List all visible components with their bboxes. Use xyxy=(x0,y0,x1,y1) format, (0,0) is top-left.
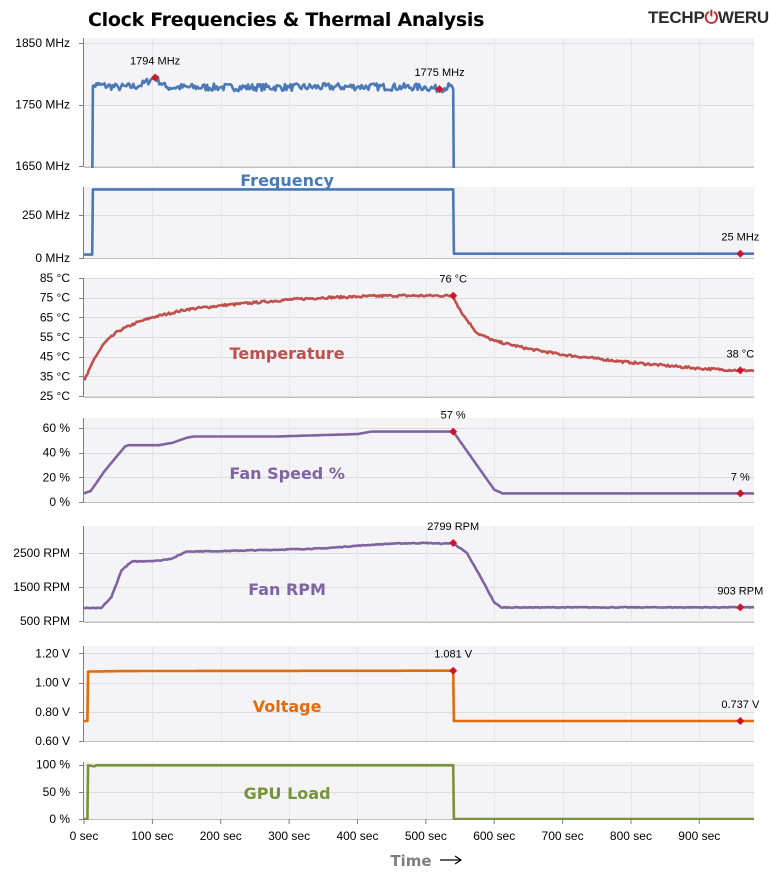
temperature-ytick-label: 55 °C xyxy=(40,330,70,344)
brand-logo-text-end: WERUP xyxy=(717,8,769,27)
frequency-high-ytick-label: 1650 MHz xyxy=(15,159,70,173)
fan-speed-annotation-label: 57 % xyxy=(441,410,466,422)
frequency-high-annotation-marker xyxy=(151,73,160,82)
frequency-high-panel-bg xyxy=(84,38,754,167)
power-icon: ⏻ xyxy=(704,8,718,27)
temperature-ytick-label: 85 °C xyxy=(40,271,70,285)
frequency-high-annotation-label: 1775 MHz xyxy=(414,67,464,79)
x-tick-label: 600 sec xyxy=(473,829,515,843)
fan-speed-annotation-marker xyxy=(449,427,458,436)
fan-rpm-annotation-label: 2799 RPM xyxy=(427,521,479,533)
x-axis-arrowhead-icon xyxy=(454,855,463,865)
temperature-series-line xyxy=(84,293,755,381)
x-tick-label: 0 sec xyxy=(70,829,99,843)
frequency-low-panel-bg xyxy=(84,187,754,258)
voltage-ytick-label: 0.80 V xyxy=(35,705,70,719)
x-axis-title: Time xyxy=(390,852,431,870)
fan-speed-ytick-label: 20 % xyxy=(43,470,71,484)
voltage-annotation-marker xyxy=(449,666,458,675)
fan-rpm-ytick-label: 2500 RPM xyxy=(13,546,70,560)
fan-speed-ytick-label: 40 % xyxy=(43,446,71,460)
voltage-series-line xyxy=(84,669,754,723)
voltage-ytick-label: 1.20 V xyxy=(35,646,70,660)
fan-rpm-annotation-marker xyxy=(449,538,458,547)
gpu-load-series-line xyxy=(84,764,754,820)
gpu-load-ytick-label: 0 % xyxy=(49,812,70,826)
fan-speed-annotation-marker xyxy=(736,489,745,498)
fan-speed-annotation-label: 7 % xyxy=(731,471,750,483)
fan-speed-ytick-label: 60 % xyxy=(43,421,71,435)
fan-speed-title: Fan Speed % xyxy=(229,464,344,483)
temperature-ytick-label: 45 °C xyxy=(40,350,70,364)
x-tick-label: 500 sec xyxy=(405,829,447,843)
voltage-annotation-marker xyxy=(736,716,745,725)
frequency-low-annotation-marker xyxy=(736,249,745,258)
x-tick-label: 900 sec xyxy=(678,829,720,843)
voltage-panel-bg xyxy=(84,646,754,741)
frequency-low-annotation-label: 25 MHz xyxy=(721,232,759,244)
temperature-annotation-label: 76 °C xyxy=(439,274,467,286)
fan-rpm-ytick-label: 500 RPM xyxy=(20,614,70,628)
fan-rpm-series-line xyxy=(84,541,755,610)
fan-rpm-annotation-label: 903 RPM xyxy=(717,585,763,597)
frequency-high-ytick-label: 1850 MHz xyxy=(15,36,70,50)
temperature-ytick-label: 35 °C xyxy=(40,369,70,383)
brand-logo: TECHP⏻WERUP xyxy=(648,8,769,28)
x-tick-label: 300 sec xyxy=(268,829,310,843)
voltage-annotation-label: 1.081 V xyxy=(434,649,473,661)
fan-rpm-title: Fan RPM xyxy=(248,580,326,599)
x-tick-label: 700 sec xyxy=(542,829,584,843)
temperature-annotation-marker xyxy=(736,366,745,375)
gpu-load-panel-bg xyxy=(84,762,754,819)
frequency-low-ytick-label: 250 MHz xyxy=(22,208,70,222)
gpu-load-ytick-label: 50 % xyxy=(43,785,71,799)
temperature-ytick-label: 65 °C xyxy=(40,310,70,324)
voltage-title: Voltage xyxy=(253,697,322,716)
frequency-high-series-line xyxy=(91,75,456,168)
temperature-ytick-label: 25 °C xyxy=(40,389,70,403)
x-tick-label: 400 sec xyxy=(336,829,378,843)
voltage-ytick-label: 1.00 V xyxy=(35,676,70,690)
frequency-high-annotation-marker xyxy=(435,85,444,94)
fan-rpm-ytick-label: 1500 RPM xyxy=(13,580,70,594)
temperature-annotation-marker xyxy=(449,291,458,300)
gpu-load-title: GPU Load xyxy=(244,784,331,803)
fan-rpm-annotation-marker xyxy=(736,603,745,612)
chart-title: Clock Frequencies & Thermal Analysis xyxy=(88,9,485,31)
fan-speed-ytick-label: 0 % xyxy=(49,495,70,509)
voltage-ytick-label: 0.60 V xyxy=(35,734,70,748)
frequency-low-series-line xyxy=(84,188,754,256)
voltage-annotation-label: 0.737 V xyxy=(721,699,760,711)
fan-speed-series-line xyxy=(84,430,754,495)
temperature-ytick-label: 75 °C xyxy=(40,291,70,305)
temperature-annotation-label: 38 °C xyxy=(727,348,755,360)
frequency-high-annotation-label: 1794 MHz xyxy=(130,55,180,67)
frequency-low-title: Frequency xyxy=(240,171,334,190)
x-tick-label: 200 sec xyxy=(200,829,242,843)
x-tick-label: 800 sec xyxy=(610,829,652,843)
frequency-low-ytick-label: 0 MHz xyxy=(35,251,70,265)
x-tick-label: 100 sec xyxy=(131,829,173,843)
brand-logo-text-start: TECHP xyxy=(648,8,705,27)
frequency-high-ytick-label: 1750 MHz xyxy=(15,98,70,112)
gpu-load-ytick-label: 100 % xyxy=(36,758,70,772)
temperature-title: Temperature xyxy=(230,344,345,363)
